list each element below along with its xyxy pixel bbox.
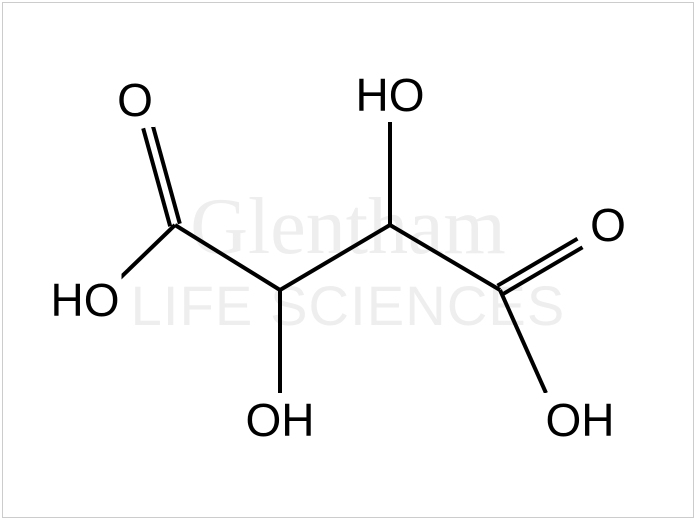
bond-line [118,225,175,280]
bond-line [500,290,546,393]
atom-label-O1_oh: HO [49,273,122,327]
bond-line [390,225,500,290]
bond-line [497,239,577,286]
atom-label-O4_dbl: O [588,198,628,252]
bond-line [175,225,280,290]
atom-label-O3_oh: HO [354,68,427,122]
atom-label-O2_oh: OH [244,393,317,447]
atom-label-O4_oh: OH [544,393,617,447]
bond-line [280,225,390,290]
atom-label-O1_dbl: O [115,73,155,127]
bond-line [503,247,583,294]
